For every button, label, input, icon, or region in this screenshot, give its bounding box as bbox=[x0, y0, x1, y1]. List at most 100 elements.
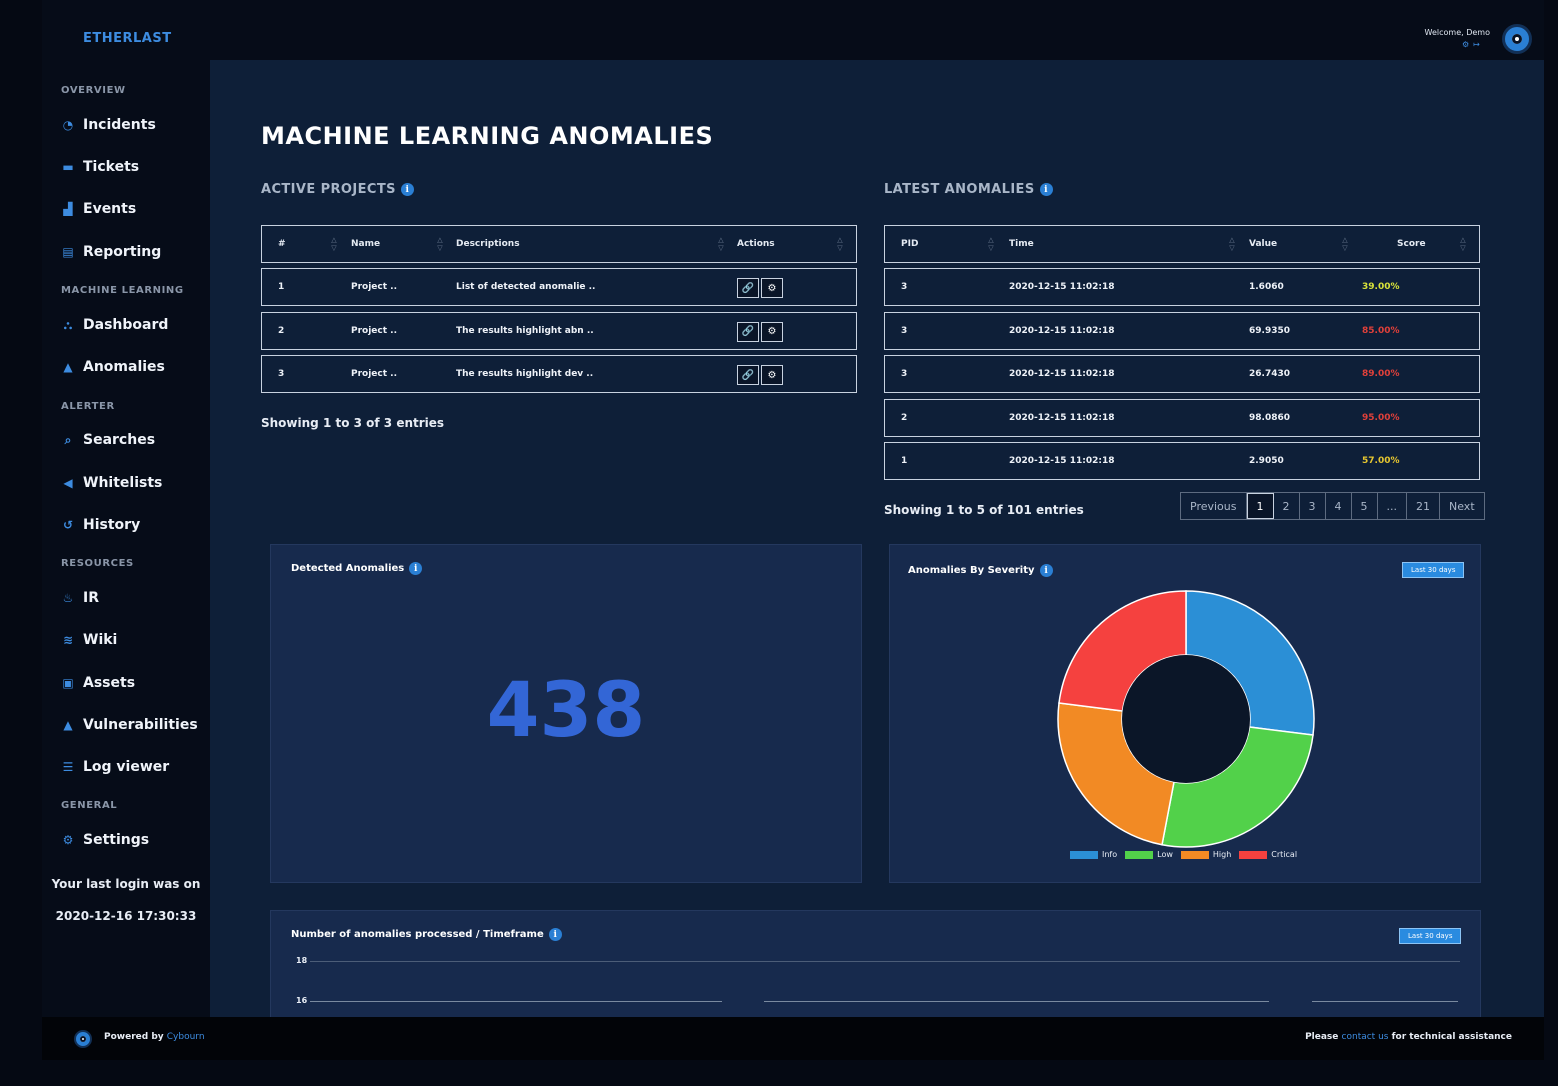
gear-icon[interactable]: ⚙ bbox=[1462, 40, 1474, 49]
sort-icon[interactable]: △ ▽ bbox=[1342, 236, 1348, 252]
sort-icon[interactable]: △ ▽ bbox=[837, 236, 843, 252]
link-icon[interactable]: 🔗 bbox=[737, 365, 759, 385]
page-button[interactable]: 2 bbox=[1274, 493, 1300, 519]
sidebar-item-label: Assets bbox=[83, 675, 136, 691]
info-icon[interactable]: i bbox=[1039, 564, 1053, 577]
info-icon[interactable]: i bbox=[409, 562, 423, 575]
timeframe-range-button[interactable]: Last 30 days bbox=[1399, 928, 1462, 944]
next-page-button[interactable]: Next bbox=[1449, 499, 1475, 513]
table-row[interactable]: 3 2020-12-15 11:02:18 69.9350 85.00% bbox=[884, 311, 1480, 350]
sidebar-item-incidents[interactable]: ◔ Incidents bbox=[61, 113, 156, 137]
warning-icon: ▲ bbox=[63, 718, 73, 732]
legend-label[interactable]: Info bbox=[1102, 850, 1118, 859]
detected-anomalies-title: Detected Anomalies i bbox=[291, 562, 423, 575]
sidebar-item-events[interactable]: ▟ Events bbox=[61, 197, 136, 221]
sidebar-item-label: Settings bbox=[83, 832, 150, 848]
info-icon[interactable]: i bbox=[548, 928, 562, 941]
legend-swatch[interactable] bbox=[1239, 850, 1268, 859]
contact-link[interactable]: contact us bbox=[1341, 1032, 1389, 1042]
project-description: List of detected anomalie .. bbox=[456, 282, 596, 292]
timeframe-card bbox=[270, 910, 1481, 1030]
timeframe-title: Number of anomalies processed / Timefram… bbox=[291, 928, 562, 941]
legend-swatch[interactable] bbox=[1125, 850, 1154, 859]
link-icon[interactable]: 🔗 bbox=[737, 278, 759, 298]
page-button: ... bbox=[1378, 493, 1407, 519]
anomaly-value: 2.9050 bbox=[1249, 456, 1284, 466]
anomaly-pid: 3 bbox=[901, 369, 908, 379]
gear-icon[interactable]: ⚙ bbox=[761, 365, 783, 385]
sidebar-item-label: Whitelists bbox=[83, 475, 163, 491]
page-button[interactable]: 21 bbox=[1407, 493, 1440, 519]
gear-icon[interactable]: ⚙ bbox=[761, 321, 783, 342]
sidebar-item-log-viewer[interactable]: ☰ Log viewer bbox=[61, 755, 170, 779]
page-button[interactable]: 1 bbox=[1246, 493, 1274, 519]
footer bbox=[42, 1017, 1544, 1060]
area-chart-icon: ▟ bbox=[63, 202, 73, 216]
sidebar-item-searches[interactable]: ⌕ Searches bbox=[61, 428, 155, 452]
anomaly-value: 26.7430 bbox=[1249, 369, 1290, 379]
sidebar-item-vulnerabilities[interactable]: ▲ Vulnerabilities bbox=[61, 713, 197, 737]
sidebar-item-tickets[interactable]: ▬ Tickets bbox=[61, 155, 139, 179]
page-button[interactable]: 5 bbox=[1352, 493, 1378, 519]
sidebar-item-label: Wiki bbox=[83, 632, 118, 648]
sidebar-item-reporting[interactable]: ▤ Reporting bbox=[61, 240, 161, 264]
sort-icon[interactable]: △ ▽ bbox=[437, 236, 443, 252]
sidebar-item-assets[interactable]: ▣ Assets bbox=[61, 671, 135, 695]
anomaly-score: 85.00% bbox=[1362, 325, 1400, 336]
sort-icon[interactable]: △ ▽ bbox=[988, 236, 994, 252]
sort-icon[interactable]: △ ▽ bbox=[718, 236, 724, 252]
sidebar-item-wiki[interactable]: ≋ Wiki bbox=[61, 628, 117, 652]
link-icon[interactable]: 🔗 bbox=[737, 321, 759, 342]
sort-icon[interactable]: △ ▽ bbox=[1460, 236, 1466, 252]
legend-swatch[interactable] bbox=[1070, 850, 1098, 859]
sidebar-item-label: Events bbox=[83, 201, 137, 217]
anomaly-value: 98.0860 bbox=[1249, 412, 1290, 423]
gear-icon[interactable]: ⚙ bbox=[761, 278, 783, 298]
sidebar-item-ir[interactable]: ♨ IR bbox=[61, 586, 99, 610]
table-row[interactable]: 3 2020-12-15 11:02:18 1.6060 39.00% bbox=[884, 268, 1480, 306]
projects-entries-info: Showing 1 to 3 of 3 entries bbox=[261, 416, 445, 430]
company-link[interactable]: Cybourn bbox=[166, 1032, 205, 1042]
donut-hole bbox=[1122, 655, 1250, 783]
project-name: Project .. bbox=[351, 369, 398, 379]
avatar[interactable] bbox=[1502, 24, 1532, 54]
logout-icon[interactable]: ↦ bbox=[1473, 40, 1484, 49]
table-row[interactable]: 3 Project .. The results highlight dev .. 🔗… bbox=[261, 355, 857, 393]
legend-label[interactable]: Crtical bbox=[1271, 850, 1298, 859]
legend-label[interactable]: Low bbox=[1157, 850, 1173, 859]
anomaly-pid: 3 bbox=[901, 282, 908, 292]
brand-logo[interactable]: ETHERLAST bbox=[83, 31, 172, 46]
previous-page-button[interactable]: Previous bbox=[1181, 493, 1247, 519]
info-icon[interactable]: i bbox=[400, 183, 414, 196]
anomaly-score: 95.00% bbox=[1362, 412, 1400, 423]
table-row[interactable]: 3 2020-12-15 11:02:18 26.7430 89.00% bbox=[884, 355, 1480, 393]
top-bar bbox=[42, 0, 1544, 60]
sidebar-item-settings[interactable]: ⚙ Settings bbox=[61, 828, 149, 852]
table-row[interactable]: 2 2020-12-15 11:02:18 98.0860 95.00% bbox=[884, 398, 1480, 437]
sidebar-item-history[interactable]: ↺ History bbox=[61, 513, 140, 537]
detected-anomalies-card bbox=[270, 544, 862, 883]
page-button[interactable]: 3 bbox=[1300, 493, 1326, 519]
legend-swatch[interactable] bbox=[1180, 850, 1209, 859]
severity-legend: Info Low High Crtical bbox=[1070, 850, 1305, 859]
welcome-text: Welcome, Demo bbox=[1424, 28, 1490, 37]
anomaly-time: 2020-12-15 11:02:18 bbox=[1009, 325, 1115, 336]
sidebar-item-whitelists[interactable]: ◀ Whitelists bbox=[61, 471, 162, 495]
column-header: Value bbox=[1249, 239, 1278, 249]
sort-icon[interactable]: △ ▽ bbox=[1229, 236, 1235, 252]
legend-label[interactable]: High bbox=[1212, 850, 1232, 859]
sidebar-item-dashboard[interactable]: ⛬ Dashboard bbox=[61, 313, 169, 337]
info-icon[interactable]: i bbox=[1039, 183, 1053, 196]
fire-icon: ♨ bbox=[62, 591, 74, 605]
table-row[interactable]: 1 Project .. List of detected anomalie .. 🔗… bbox=[261, 268, 857, 306]
table-row[interactable]: 1 2020-12-15 11:02:18 2.9050 57.00% bbox=[884, 442, 1480, 480]
table-row[interactable]: 2 Project .. The results highlight abn .. 🔗… bbox=[261, 311, 857, 350]
column-header: # bbox=[278, 239, 286, 249]
sort-icon[interactable]: △ ▽ bbox=[331, 236, 337, 252]
severity-range-button[interactable]: Last 30 days bbox=[1402, 562, 1465, 578]
y-tick-label: 18 bbox=[296, 956, 308, 965]
column-header: Descriptions bbox=[456, 239, 520, 249]
page-button[interactable]: 4 bbox=[1326, 493, 1352, 519]
powered-by: Powered by Cybourn bbox=[104, 1032, 205, 1042]
sidebar-item-anomalies[interactable]: ▲ Anomalies bbox=[61, 355, 165, 379]
